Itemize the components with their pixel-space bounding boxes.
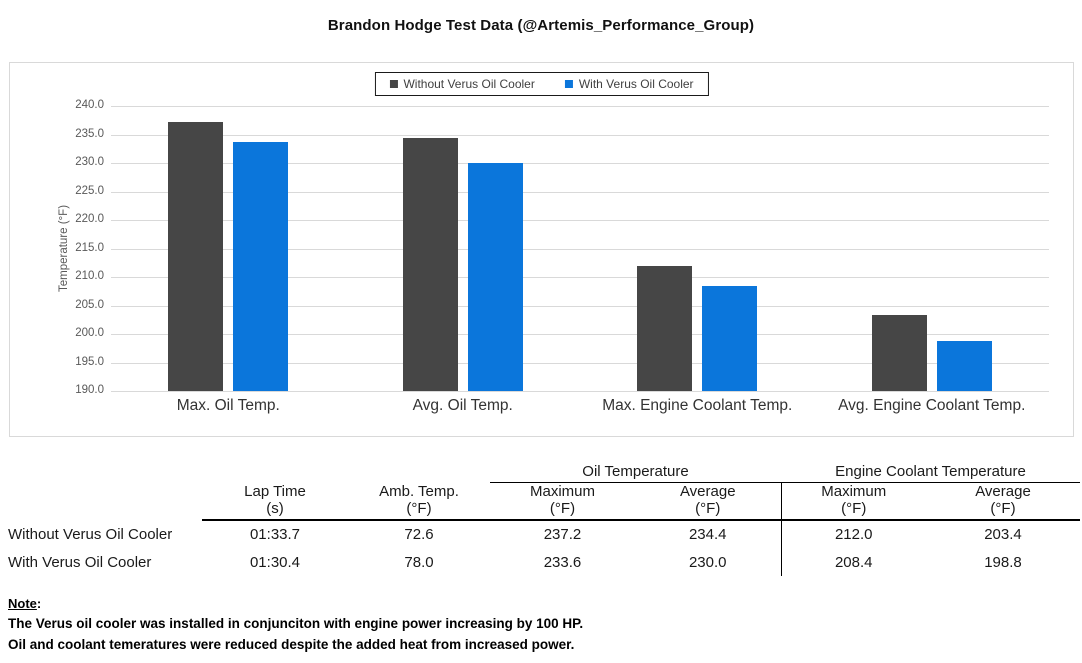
note-heading-word: Note — [8, 596, 37, 611]
category-label-max-oil-temp: Max. Oil Temp. — [176, 397, 280, 414]
cell-with-amb-temp: 78.0 — [404, 553, 434, 571]
cell-without-coolant-max: 212.0 — [780, 520, 926, 548]
bar-with-verus-oil-cooler-avg-engine-coolant-temp — [936, 340, 992, 391]
group-header-engine-coolant-temperature: Engine Coolant Temperature — [781, 458, 1080, 483]
results-table: Oil Temperature Engine Coolant Temperatu… — [0, 458, 1080, 576]
cell-without-oil-max: 237.2 — [543, 526, 582, 543]
y-tick-label: 220.0 — [75, 213, 104, 225]
gridline — [111, 277, 1049, 278]
bar-without-verus-oil-cooler-max-oil-temp — [168, 121, 224, 391]
col-header-oil-average: Average (°F) — [635, 482, 781, 521]
row-label-without-verus: Without Verus Oil Cooler — [8, 525, 173, 543]
legend-item-with-verus-oil-cooler: With Verus Oil Cooler — [564, 77, 694, 91]
col-header-label: Average — [679, 483, 736, 500]
category-label-avg-engine-coolant-temp: Avg. Engine Coolant Temp. — [838, 397, 1026, 414]
gridline — [111, 134, 1049, 136]
gridline — [111, 106, 1049, 107]
col-header-lap-time: Lap Time (s) — [202, 482, 348, 521]
y-tick-label: 230.0 — [75, 156, 104, 168]
table-row-without-verus: Without Verus Oil Cooler 01:33.7 72.6 23… — [0, 520, 1080, 548]
gridline — [111, 305, 1049, 307]
note-line-1: The Verus oil cooler was installed in co… — [8, 616, 584, 631]
page-title: Brandon Hodge Test Data (@Artemis_Perfor… — [327, 17, 755, 34]
chart-legend: Without Verus Oil Cooler With Verus Oil C… — [374, 72, 709, 96]
note-line-2: Oil and coolant temeratures were reduced… — [8, 637, 575, 652]
bar-with-verus-oil-cooler-avg-oil-temp — [467, 163, 523, 391]
category-label-max-engine-coolant-temp: Max. Engine Coolant Temp. — [602, 397, 793, 414]
col-header-label: Amb. Temp. — [379, 483, 459, 500]
y-tick-label: 215.0 — [75, 241, 104, 254]
results-table-section: Oil Temperature Engine Coolant Temperatu… — [0, 458, 1080, 576]
legend-item-without-verus-oil-cooler: Without Verus Oil Cooler — [389, 77, 535, 91]
gridline — [111, 362, 1049, 364]
y-tick-label: 210.0 — [75, 270, 104, 282]
col-header-label: Lap Time — [244, 483, 306, 500]
y-tick-label: 195.0 — [75, 355, 104, 368]
group-header-oil-temperature: Oil Temperature — [490, 458, 781, 483]
cell-without-lap-time: 01:33.7 — [249, 526, 301, 543]
y-tick-label: 240.0 — [75, 99, 104, 111]
note-section: Note: The Verus oil cooler was installed… — [8, 596, 1068, 658]
cell-with-lap-time: 01:30.4 — [249, 553, 301, 571]
gridline — [111, 391, 1049, 392]
y-tick-label: 205.0 — [75, 298, 104, 311]
legend-marker-icon — [389, 80, 398, 88]
col-header-label: Average — [975, 483, 1031, 500]
bar-without-verus-oil-cooler-avg-oil-temp — [402, 137, 458, 391]
row-label-with-verus: With Verus Oil Cooler — [8, 553, 152, 571]
col-header-unit: (°F) — [406, 500, 432, 517]
note-heading: Note: — [8, 596, 1068, 611]
cell-without-amb-temp: 72.6 — [404, 526, 434, 543]
table-column-header-row: Lap Time (s) Amb. Temp. (°F) Maximum (°F… — [0, 482, 1080, 521]
col-header-unit: (s) — [266, 500, 284, 517]
bar-with-verus-oil-cooler-max-oil-temp — [233, 142, 289, 391]
gridline — [111, 191, 1049, 193]
plot-area: 240.0 235.0 230.0 225.0 220.0 215.0 210.0 205.0… — [75, 99, 1049, 414]
cell-without-coolant-avg: 203.4 — [984, 526, 1022, 543]
gridline — [111, 220, 1049, 221]
y-tick-label: 190.0 — [75, 384, 104, 396]
cell-with-oil-avg: 230.0 — [688, 553, 727, 571]
y-tick-label: 225.0 — [75, 184, 104, 197]
legend-marker-icon — [564, 80, 573, 88]
col-header-unit: (°F) — [695, 500, 721, 517]
col-header-unit: (°F) — [841, 500, 867, 517]
col-header-empty — [0, 482, 202, 520]
legend-item-label: Without Verus Oil Cooler — [403, 77, 535, 91]
cell-with-oil-max: 233.6 — [543, 553, 582, 571]
y-tick-label: 235.0 — [75, 127, 104, 140]
col-header-unit: (°F) — [549, 500, 576, 517]
bar-without-verus-oil-cooler-avg-engine-coolant-temp — [871, 314, 927, 391]
group-header-spacer — [0, 458, 490, 482]
cell-with-coolant-avg: 198.8 — [984, 553, 1022, 571]
chart-container: Without Verus Oil Cooler With Verus Oil C… — [9, 62, 1074, 437]
col-header-label: Maximum — [821, 483, 887, 500]
col-header-label: Maximum — [529, 483, 595, 500]
col-header-coolant-average: Average (°F) — [926, 482, 1080, 521]
gridline — [111, 163, 1049, 164]
gridline — [111, 248, 1049, 250]
bar-with-verus-oil-cooler-max-engine-coolant-temp — [702, 286, 758, 391]
table-group-header-row: Oil Temperature Engine Coolant Temperatu… — [0, 458, 1080, 483]
cell-without-oil-avg: 234.4 — [688, 526, 727, 543]
col-header-amb-temp: Amb. Temp. (°F) — [348, 482, 490, 521]
col-header-oil-maximum: Maximum (°F) — [490, 482, 635, 521]
col-header-unit: (°F) — [990, 500, 1016, 517]
cell-with-coolant-max: 208.4 — [780, 548, 926, 576]
y-tick-label: 200.0 — [75, 327, 104, 339]
category-label-avg-oil-temp: Avg. Oil Temp. — [412, 397, 513, 414]
col-header-coolant-maximum: Maximum (°F) — [780, 482, 926, 521]
legend-item-label: With Verus Oil Cooler — [578, 77, 694, 91]
table-row-with-verus: With Verus Oil Cooler 01:30.4 78.0 233.6… — [0, 548, 1080, 576]
note-heading-colon: : — [36, 596, 42, 611]
gridline — [111, 334, 1049, 335]
bar-without-verus-oil-cooler-max-engine-coolant-temp — [637, 265, 693, 391]
